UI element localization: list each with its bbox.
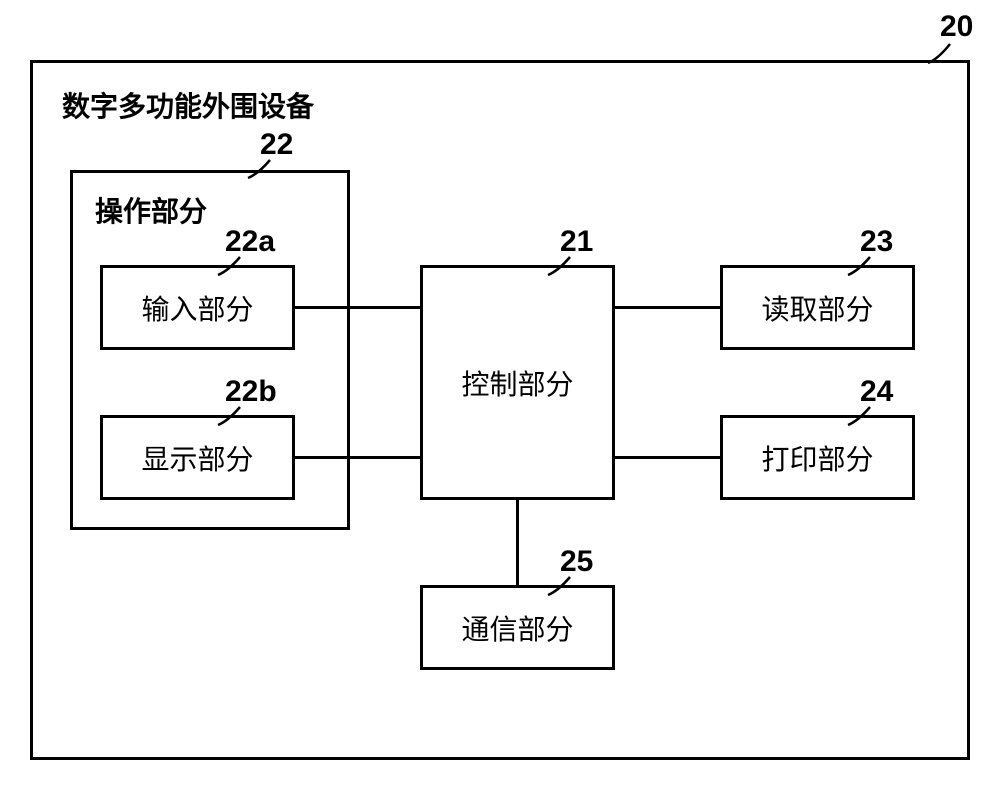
diagram-canvas: 数字多功能外围设备 操作部分 输入部分 显示部分 控制部分 读取部分 打印部分 … xyxy=(0,0,1000,799)
ref-25-leader xyxy=(0,0,1000,799)
